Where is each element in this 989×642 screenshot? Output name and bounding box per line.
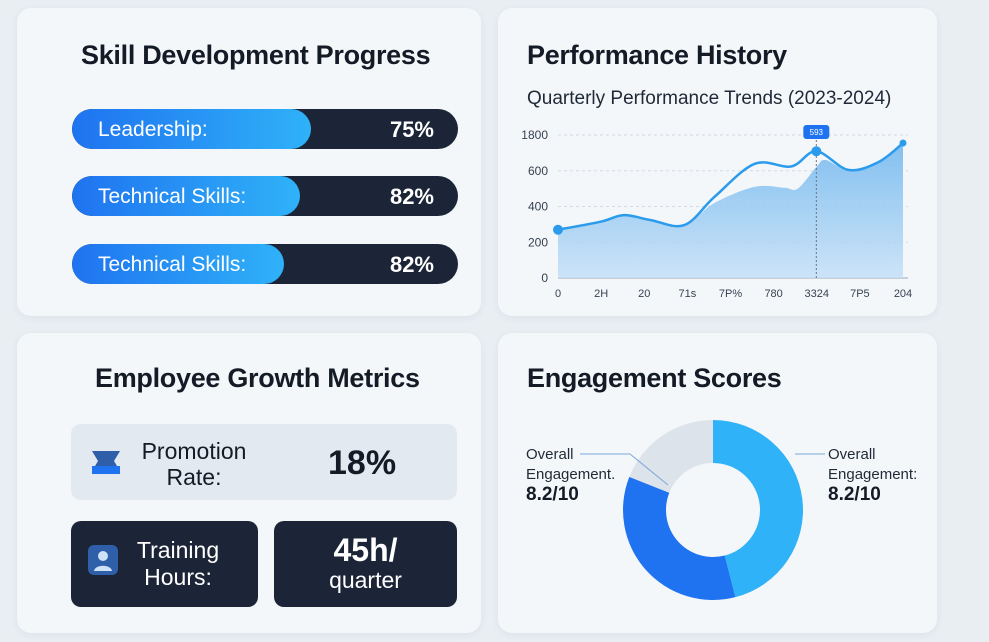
chart-subtitle: Quarterly Performance Trends (2023-2024) [527, 88, 892, 109]
progress-fill [72, 244, 285, 284]
skill-label: Technical Skills: [98, 185, 247, 208]
skill-value: 82% [389, 184, 434, 209]
progress-fill [72, 176, 300, 216]
training-hours-box: Training Hours: [71, 521, 258, 607]
engagement-label-left: Overall Engagement. 8.2/10 [526, 446, 616, 505]
card-title: Employee Growth Metrics [95, 363, 420, 393]
card-title: Skill Development Progress [81, 40, 431, 70]
promotion-icon [92, 451, 120, 474]
card-title: Performance History [527, 40, 787, 70]
promotion-value: 18% [328, 444, 397, 482]
engagement-scores-card: Engagement Scores Overall Engagement. 8.2/… [498, 333, 937, 633]
promotion-rate-box: Promotion Rate: 18% [71, 424, 457, 500]
training-label: Training Hours: [136, 537, 220, 590]
skill-value: 82% [389, 252, 434, 277]
promotion-label: Promotion Rate: [141, 438, 247, 490]
progress-fill [72, 109, 312, 149]
training-value: 45h/ [333, 532, 398, 568]
skill-bar-technical: Technical Skills: 82% [72, 176, 458, 216]
performance-history-card: Performance History Quarterly Performanc… [498, 8, 937, 316]
skill-label: Leadership: [98, 118, 208, 141]
skill-label: Technical Skills: [98, 253, 247, 276]
training-hours-value-box: 45h/ quarter [274, 521, 457, 607]
training-unit: quarter [329, 567, 402, 593]
skill-bar-leadership: Leadership: 75% [72, 109, 458, 149]
skill-value: 75% [389, 117, 434, 142]
engagement-label-right: Overall Engagement: 8.2/10 [828, 446, 918, 505]
user-icon [88, 545, 118, 575]
skill-bar-technical-2: Technical Skills: 82% [72, 244, 458, 284]
card-title: Engagement Scores [527, 363, 782, 393]
